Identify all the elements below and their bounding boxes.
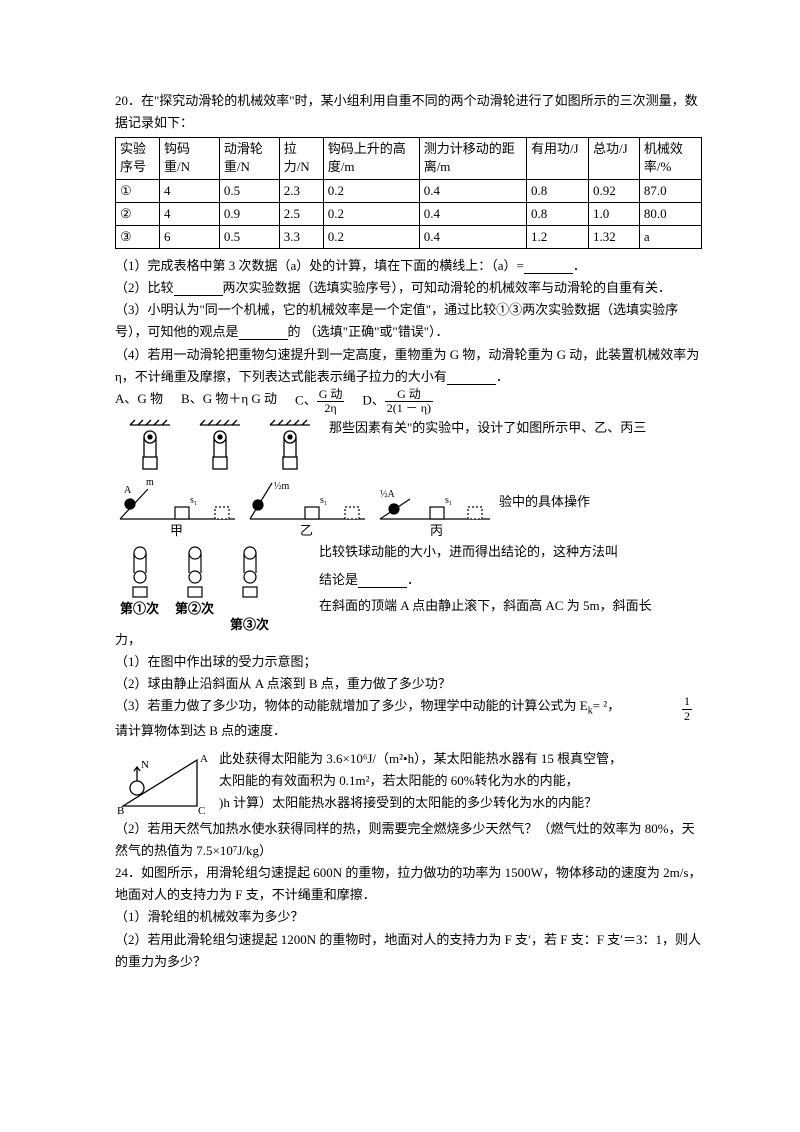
svg-text:s₁: s₁ <box>320 495 327 506</box>
q22-p2: （2）球由静止沿斜面从 A 点滚到 B 点，重力做了多少功？ <box>115 673 702 695</box>
q22-p3c: 请计算物体到达 B 点的速度． <box>115 720 702 742</box>
figure-row-3: 第①次 第②次 第③次 比较铁球动能的大小，进而得出结论的，这种方法叫 结论是 … <box>115 541 702 631</box>
blank[interactable] <box>524 258 573 274</box>
svg-text:N: N <box>141 759 149 771</box>
th-5: 测力计移动的距离/m <box>419 138 526 179</box>
q20-tail: 力， <box>115 629 702 651</box>
svg-text:第①次: 第①次 <box>120 601 159 616</box>
q20-p1: （1）完成表格中第 3 次数据（a）处的计算，填在下面的横线上：（a）= ． <box>115 255 702 277</box>
svg-text:m: m <box>146 477 154 488</box>
q24-p2: （1）滑轮组的机械效率为多少？ <box>115 906 702 928</box>
blank[interactable] <box>358 572 407 588</box>
triangle-fig-icon: N A B C <box>115 748 215 816</box>
svg-text:A: A <box>124 485 132 496</box>
pulley-fig-icon <box>115 417 325 475</box>
svg-text:B: B <box>117 805 124 816</box>
figure-row-2: A m s₁ ½m s₁ <box>115 477 702 539</box>
svg-text:C: C <box>198 805 205 816</box>
q22-p1: （1）在图中作出球的受力示意图； <box>115 651 702 673</box>
caption-yi: 乙 <box>300 523 313 538</box>
svg-text:½A: ½A <box>380 489 396 500</box>
svg-text:s₁: s₁ <box>190 495 197 506</box>
table-row: ③60.53.30.20.41.21.32a <box>116 225 702 248</box>
svg-text:第③次: 第③次 <box>230 617 269 631</box>
caption-bing: 丙 <box>430 523 443 538</box>
th-0: 实验序号 <box>116 138 160 179</box>
th-6: 有用功/J <box>526 138 588 179</box>
blank[interactable] <box>239 324 288 340</box>
pulley-groups-icon: 第①次 第②次 第③次 <box>115 541 315 631</box>
figure-row-triangle: N A B C 此处获得太阳能为 3.6×10⁶J/（m²•h），某太阳能热水器… <box>115 748 702 816</box>
q22-p3: （3）若重力做了多少功，物体的动能就增加了多少，物理学中动能的计算公式为 Ek=… <box>115 695 702 720</box>
svg-text:第②次: 第②次 <box>175 601 214 616</box>
th-8: 机械效率/% <box>639 138 701 179</box>
q20-intro: 20．在"探究动滑轮的机械效率"时，某小组利用自重不同的两个动滑轮进行了如图所示… <box>115 90 702 134</box>
ramps-fig-icon: A m s₁ ½m s₁ <box>115 477 495 539</box>
q20-p3: （3）小明认为"同一个机械，它的机械效率是一个定值"，通过比较①③两次实验数据（… <box>115 299 702 343</box>
figure-row-1: 那些因素有关"的实验中，设计了如图所示甲、乙、丙三 <box>115 417 702 475</box>
q20-p2: （2）比较 两次实验数据（选填实验序号），可知动滑轮的机械效率与动滑轮的自重有关… <box>115 277 702 299</box>
caption-jia: 甲 <box>170 523 183 538</box>
opt-d: D、G 动2(1 － η) <box>362 388 433 415</box>
q24-p1: 24．如图所示，用滑轮组匀速提起 600N 的重物，拉力做功的功率为 1500W… <box>115 862 702 906</box>
q23-p2: （2）若用天然气加热水使水获得同样的热，则需要完全燃烧多少天然气？（燃气灶的效率… <box>115 818 702 862</box>
q20-p4: （4）若用一动滑轮把重物匀速提升到一定高度，重物重为 G 物，动滑轮重为 G 动… <box>115 344 702 388</box>
fig-text-2: 验中的具体操作 <box>495 477 702 513</box>
blank[interactable] <box>447 369 496 385</box>
svg-text:s₁: s₁ <box>445 495 452 506</box>
th-1: 钩码重/N <box>160 138 220 179</box>
table-row: ②40.92.50.20.40.81.080.0 <box>116 202 702 225</box>
opt-c: C、G 动2η <box>295 388 344 415</box>
th-2: 动滑轮重/N <box>219 138 279 179</box>
svg-text:½m: ½m <box>274 481 290 492</box>
opt-b: B、G 物＋η G 动 <box>181 388 277 410</box>
svg-text:A: A <box>200 753 208 765</box>
blank[interactable] <box>174 280 223 296</box>
th-3: 拉力/N <box>279 138 323 179</box>
q24-p3: （2）若用此滑轮组匀速提起 1200N 的重物时，地面对人的支持力为 F 支′，… <box>115 929 702 973</box>
data-table: 实验序号 钩码重/N 动滑轮重/N 拉力/N 钩码上升的高度/m 测力计移动的距… <box>115 137 702 249</box>
options-row: A、G 物 B、G 物＋η G 动 C、G 动2η D、G 动2(1 － η) <box>115 388 702 415</box>
table-row: ①40.52.30.20.40.80.9287.0 <box>116 179 702 202</box>
th-7: 总功/J <box>589 138 640 179</box>
th-4: 钩码上升的高度/m <box>323 138 419 179</box>
q23-text: 此处获得太阳能为 3.6×10⁶J/（m²•h），某太阳能热水器有 15 根真空… <box>215 748 702 814</box>
opt-a: A、G 物 <box>115 388 163 410</box>
fig-text-1: 那些因素有关"的实验中，设计了如图所示甲、乙、丙三 <box>325 417 702 439</box>
fig-text-3: 比较铁球动能的大小，进而得出结论的，这种方法叫 结论是 ． 在斜面的顶端 A 点… <box>315 541 702 617</box>
table-header-row: 实验序号 钩码重/N 动滑轮重/N 拉力/N 钩码上升的高度/m 测力计移动的距… <box>116 138 702 179</box>
